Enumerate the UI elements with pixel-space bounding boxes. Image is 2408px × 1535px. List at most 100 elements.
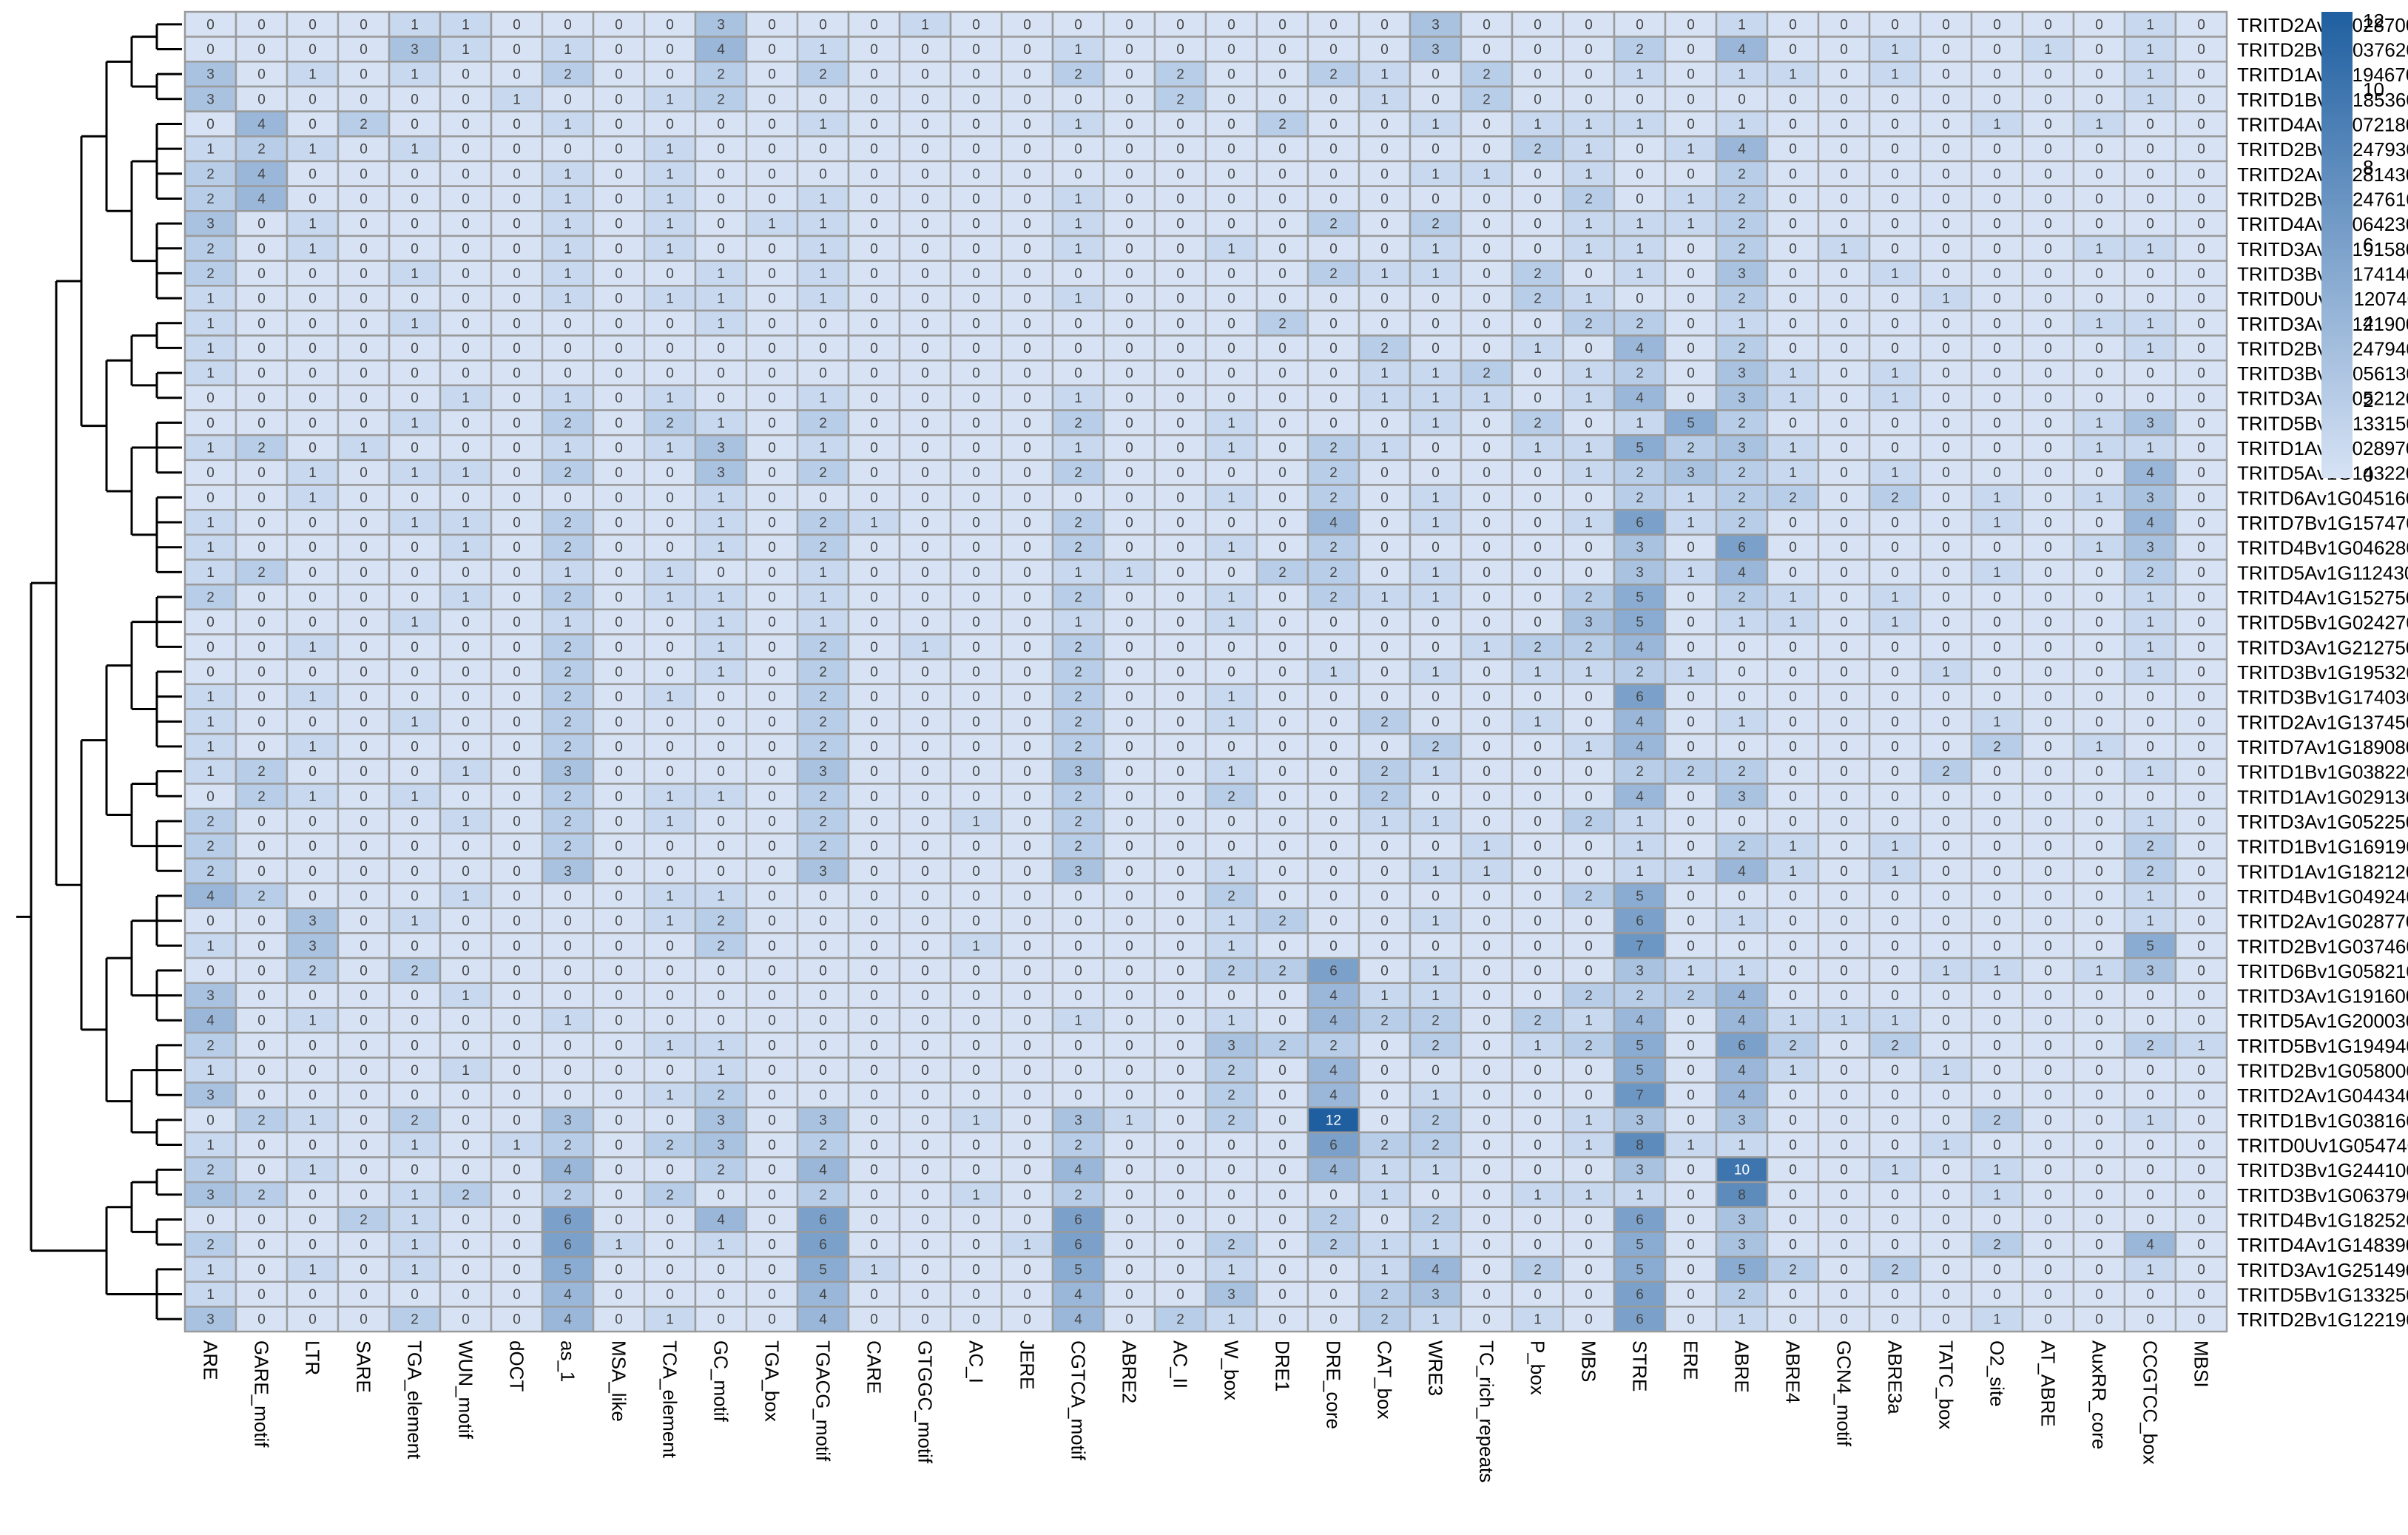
- cell-value-label: 1: [666, 166, 674, 182]
- cell-value-label: 2: [1942, 764, 1950, 780]
- cell-value-label: 0: [1483, 1287, 1491, 1303]
- cell-value-label: 1: [1227, 590, 1235, 606]
- heatmap-cell: [1000, 61, 1054, 88]
- cell-value-label: 0: [1534, 689, 1542, 705]
- cell-value-label: 0: [462, 441, 470, 456]
- cell-value-label: 2: [1329, 540, 1338, 556]
- cell-value-label: 1: [1636, 266, 1644, 282]
- cell-value-label: 0: [1840, 1038, 1848, 1053]
- cell-value-label: 1: [1534, 1312, 1542, 1328]
- cell-value-label: 0: [1687, 42, 1695, 58]
- column-tick-label: MBSI: [2191, 1340, 2213, 1388]
- cell-value-label: 0: [870, 914, 878, 929]
- cell-value-label: 1: [2095, 540, 2103, 556]
- cell-value-label: 0: [1227, 739, 1235, 755]
- cell-value-label: 0: [2197, 166, 2205, 182]
- cell-value-label: 0: [1176, 1287, 1184, 1303]
- cell-value-label: 1: [1993, 1163, 2001, 1178]
- cell-value-label: 0: [1483, 241, 1491, 257]
- cell-value-label: 1: [1074, 565, 1082, 581]
- row-tick-label: TRITD5Av1G112430.1: [2237, 561, 2408, 584]
- cell-value-label: 2: [1431, 1138, 1440, 1153]
- cell-value-label: 0: [615, 266, 623, 282]
- cell-value-label: 0: [666, 1163, 674, 1178]
- cell-value-label: 0: [870, 789, 878, 805]
- cell-value-label: 0: [308, 715, 317, 730]
- cell-value-label: 0: [360, 814, 368, 829]
- cell-value-label: 0: [1840, 441, 1848, 456]
- cell-value-label: 0: [1534, 391, 1542, 406]
- cell-value-label: 1: [819, 590, 827, 606]
- cell-value-label: 1: [666, 192, 674, 207]
- cell-value-label: 0: [768, 67, 776, 83]
- heatmap-cell: [1715, 10, 1769, 38]
- cell-value-label: 0: [2197, 764, 2205, 780]
- cell-value-label: 0: [1125, 416, 1133, 431]
- cell-value-label: 2: [1738, 764, 1746, 780]
- cell-value-label: 0: [411, 1088, 419, 1104]
- cell-value-label: 0: [1687, 888, 1695, 904]
- cell-value-label: 3: [1738, 391, 1746, 406]
- cell-value-label: 0: [615, 366, 623, 382]
- cell-value-label: 0: [2095, 864, 2103, 880]
- cell-value-label: 2: [257, 441, 266, 456]
- cell-value-label: 2: [1534, 1262, 1542, 1278]
- cell-value-label: 0: [308, 988, 317, 1004]
- row-tick-label: TRITD4Bv1G046280.1: [2237, 537, 2408, 559]
- cell-value-label: 0: [1789, 540, 1797, 556]
- cell-value-label: 0: [2095, 391, 2103, 406]
- cell-value-label: 0: [1534, 1212, 1542, 1228]
- cell-value-label: 1: [308, 465, 317, 481]
- cell-value-label: 0: [1534, 17, 1542, 33]
- cell-value-label: 1: [1585, 441, 1593, 456]
- cell-value-label: 6: [1738, 540, 1746, 556]
- cell-value-label: 1: [1738, 17, 1746, 33]
- cell-value-label: 1: [1942, 1138, 1950, 1153]
- cell-value-label: 0: [1483, 291, 1491, 307]
- cell-value-label: 1: [308, 1113, 317, 1128]
- cell-value-label: 0: [972, 1287, 980, 1303]
- cell-value-label: 0: [1380, 739, 1389, 755]
- heatmap-cell: [439, 135, 493, 163]
- cell-value-label: 0: [1023, 640, 1031, 655]
- cell-value-label: 0: [870, 490, 878, 506]
- cell-value-label: 0: [1483, 963, 1491, 979]
- cell-value-label: 0: [1023, 192, 1031, 207]
- heatmap-cell: [745, 160, 799, 187]
- cell-value-label: 0: [1227, 17, 1235, 33]
- cell-value-label: 0: [1483, 416, 1491, 431]
- cell-value-label: 0: [870, 291, 878, 307]
- cell-value-label: 0: [1278, 217, 1286, 232]
- cell-value-label: 0: [513, 1038, 521, 1053]
- cell-value-label: 0: [2044, 166, 2052, 182]
- cell-value-label: 1: [819, 266, 827, 282]
- cell-value-label: 0: [1329, 789, 1338, 805]
- cell-value-label: 0: [972, 1163, 980, 1178]
- cell-value-label: 2: [1483, 366, 1491, 382]
- row-tick-label: TRITD3Av1G052250.1: [2237, 811, 2408, 833]
- cell-value-label: 2: [1738, 490, 1746, 506]
- cell-value-label: 0: [615, 1287, 623, 1303]
- heatmap-cell: [1562, 110, 1616, 138]
- cell-value-label: 0: [360, 739, 368, 755]
- cell-value-label: 0: [1789, 715, 1797, 730]
- cell-value-label: 0: [1176, 665, 1184, 681]
- cell-value-label: 1: [1585, 391, 1593, 406]
- heatmap-cell: [2174, 160, 2228, 187]
- cell-value-label: 0: [972, 1088, 980, 1104]
- cell-value-label: 0: [513, 1287, 521, 1303]
- cell-value-label: 0: [1789, 814, 1797, 829]
- cell-value-label: 0: [2095, 366, 2103, 382]
- cell-value-label: 0: [2095, 1238, 2103, 1253]
- column-tick-label: STRE: [1629, 1340, 1651, 1391]
- cell-value-label: 0: [257, 1238, 266, 1253]
- cell-value-label: 0: [2197, 42, 2205, 58]
- cell-value-label: 0: [2095, 1212, 2103, 1228]
- cell-value-label: 0: [921, 615, 929, 630]
- cell-value-label: 0: [1380, 1063, 1389, 1079]
- cell-value-label: 0: [1483, 1088, 1491, 1104]
- cell-value-label: 0: [1023, 789, 1031, 805]
- cell-value-label: 2: [1636, 42, 1644, 58]
- cell-value-label: 0: [870, 665, 878, 681]
- cell-value-label: 2: [1227, 789, 1235, 805]
